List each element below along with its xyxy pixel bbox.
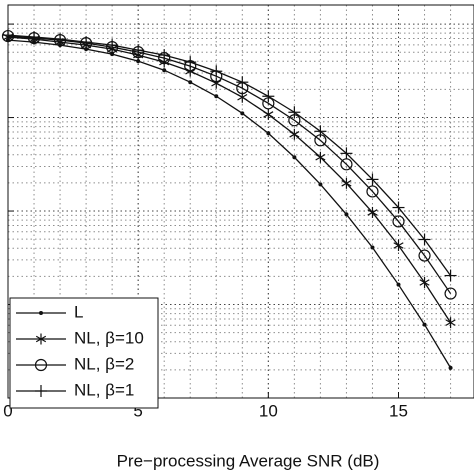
x-axis-label: Pre−processing Average SNR (dB) — [117, 451, 380, 470]
marker — [28, 31, 41, 44]
marker — [132, 44, 145, 57]
marker — [314, 125, 327, 138]
marker — [211, 77, 222, 89]
marker-dot — [39, 311, 43, 315]
marker-dot — [136, 59, 141, 64]
marker-dot — [188, 80, 193, 85]
series-line — [7, 35, 452, 294]
marker-part — [445, 319, 456, 326]
marker-part — [263, 111, 274, 118]
marker — [444, 269, 457, 282]
x-tick-label: 5 — [133, 401, 142, 420]
marker — [214, 94, 219, 99]
marker — [288, 106, 301, 119]
marker-dot — [422, 322, 427, 327]
marker-part — [419, 279, 430, 286]
marker-circle — [444, 287, 457, 300]
marker-part — [289, 131, 300, 138]
x-tick-label: 0 — [3, 401, 12, 420]
marker — [392, 201, 405, 214]
marker-part — [159, 58, 170, 66]
legend-label: L — [74, 302, 83, 321]
x-tick-label: 10 — [259, 401, 278, 420]
marker — [262, 90, 275, 103]
marker — [35, 333, 47, 345]
marker — [210, 65, 223, 78]
marker-part — [341, 180, 352, 187]
marker-circle — [366, 185, 379, 198]
marker-part — [35, 335, 47, 343]
marker — [240, 111, 245, 116]
marker — [392, 215, 405, 228]
marker-circle — [418, 249, 431, 262]
marker-dot — [370, 245, 375, 250]
marker — [370, 245, 375, 250]
marker-circle — [392, 215, 405, 228]
marker — [292, 155, 297, 160]
legend-label: NL, β=2 — [74, 354, 134, 373]
plot-frame — [7, 4, 474, 399]
marker-dot — [214, 94, 219, 99]
legend-label: NL, β=10 — [74, 328, 144, 347]
marker — [344, 212, 349, 217]
marker-part — [367, 209, 378, 216]
marker — [340, 147, 353, 160]
marker-part — [315, 154, 326, 161]
x-tick-label: 15 — [389, 401, 408, 420]
marker — [266, 131, 271, 136]
marker-dot — [396, 282, 401, 287]
marker — [188, 80, 193, 85]
marker — [162, 68, 167, 73]
marker — [136, 59, 141, 64]
marker — [315, 151, 326, 163]
marker-part — [393, 242, 404, 249]
marker — [422, 322, 427, 327]
marker-dot — [240, 111, 245, 116]
marker-dot — [448, 365, 453, 370]
marker — [158, 49, 171, 62]
legend-label: NL, β=1 — [74, 380, 134, 399]
marker — [184, 56, 197, 69]
marker-dot — [162, 68, 167, 73]
marker — [418, 249, 431, 262]
marker — [34, 358, 48, 372]
marker — [366, 185, 379, 198]
marker-dot — [266, 131, 271, 136]
marker-dot — [344, 212, 349, 217]
marker — [419, 277, 430, 289]
marker — [445, 317, 456, 329]
marker-circle — [34, 358, 48, 372]
marker — [236, 76, 249, 89]
marker — [396, 282, 401, 287]
marker — [35, 385, 47, 397]
marker — [448, 365, 453, 370]
marker — [289, 128, 300, 140]
marker — [366, 173, 379, 186]
legend-box — [9, 297, 159, 409]
marker-dot — [318, 182, 323, 187]
marker — [393, 239, 404, 251]
series-line — [7, 39, 452, 369]
marker-dot — [292, 155, 297, 160]
marker — [341, 177, 352, 189]
marker — [418, 233, 431, 246]
marker — [106, 39, 119, 52]
marker — [367, 206, 378, 218]
marker — [2, 29, 14, 42]
marker — [263, 108, 274, 120]
marker — [39, 311, 43, 315]
marker — [318, 182, 323, 187]
marker — [54, 33, 67, 46]
marker — [444, 287, 457, 300]
series-line — [7, 36, 452, 323]
marker-part — [237, 93, 248, 101]
marker — [80, 36, 93, 49]
